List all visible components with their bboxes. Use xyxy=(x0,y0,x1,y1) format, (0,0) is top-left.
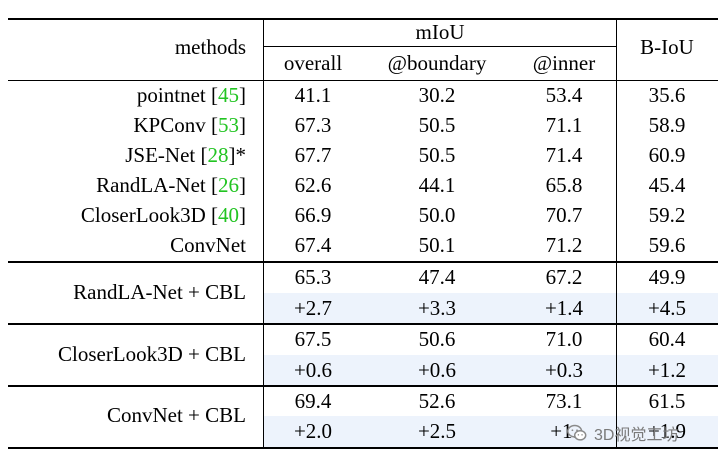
header-miou: mIoU xyxy=(415,20,465,44)
watermark: 3D视觉工坊 xyxy=(566,420,678,446)
bottom-rule xyxy=(8,447,718,449)
overall-value: 67.3 xyxy=(294,113,332,137)
inner-value: 71.2 xyxy=(545,233,583,257)
boundary-delta: +2.5 xyxy=(417,419,457,443)
overall-value: 41.1 xyxy=(294,83,332,107)
overall-value: 67.5 xyxy=(294,327,332,351)
boundary-value: 50.6 xyxy=(418,327,456,351)
cbl-method-name: ConvNet + CBL xyxy=(106,403,246,427)
citation-link[interactable]: 28 xyxy=(207,143,229,167)
group-rule xyxy=(8,261,718,263)
citation-link[interactable]: 45 xyxy=(218,83,239,107)
biou-value: 59.2 xyxy=(648,203,686,227)
boundary-delta: +3.3 xyxy=(417,296,457,320)
biou-value: 49.9 xyxy=(648,265,686,289)
biou-value: 59.6 xyxy=(648,233,686,257)
method-name: ConvNet xyxy=(170,233,246,257)
biou-delta: +1.9 xyxy=(647,419,687,443)
inner-value: 71.0 xyxy=(545,327,583,351)
biou-delta: +1.2 xyxy=(647,358,687,382)
inner-delta: +1. xyxy=(550,419,578,443)
header-inner: @inner xyxy=(532,51,596,75)
boundary-value: 47.4 xyxy=(418,265,456,289)
boundary-value: 30.2 xyxy=(418,83,456,107)
header-biou: B-IoU xyxy=(640,35,694,59)
top-rule xyxy=(8,18,718,20)
citation-link[interactable]: 40 xyxy=(218,203,239,227)
boundary-value: 50.5 xyxy=(418,143,456,167)
overall-value: 65.3 xyxy=(294,265,332,289)
inner-value: 53.4 xyxy=(545,83,583,107)
boundary-value: 52.6 xyxy=(418,389,456,413)
biou-delta: +4.5 xyxy=(647,296,687,320)
vertical-rule xyxy=(616,18,617,449)
overall-delta: +2.0 xyxy=(293,419,333,443)
boundary-delta: +0.6 xyxy=(417,358,457,382)
boundary-value: 50.0 xyxy=(418,203,456,227)
vertical-rule xyxy=(263,18,264,449)
biou-value: 61.5 xyxy=(648,389,686,413)
biou-value: 60.9 xyxy=(648,143,686,167)
inner-delta: +1.4 xyxy=(544,296,584,320)
boundary-value: 50.5 xyxy=(418,113,456,137)
method-name: pointnet [45] xyxy=(136,83,246,107)
header-methods: methods xyxy=(174,35,246,59)
inner-value: 71.1 xyxy=(545,113,583,137)
biou-value: 35.6 xyxy=(648,83,686,107)
overall-value: 67.4 xyxy=(294,233,332,257)
group-rule xyxy=(8,323,718,325)
overall-value: 67.7 xyxy=(294,143,332,167)
inner-value: 67.2 xyxy=(545,265,583,289)
delta-row-highlight xyxy=(264,416,718,447)
watermark-text: 3D视觉工坊 xyxy=(594,427,679,444)
inner-delta: +0.3 xyxy=(544,358,584,382)
delta-row-highlight xyxy=(264,293,718,323)
method-name: KPConv [53] xyxy=(133,113,246,137)
header-rule xyxy=(8,80,718,81)
citation-link[interactable]: 53 xyxy=(218,113,239,137)
boundary-value: 50.1 xyxy=(418,233,456,257)
method-name: CloserLook3D [40] xyxy=(80,203,246,227)
miou-subrule xyxy=(264,46,616,47)
overall-value: 62.6 xyxy=(294,173,332,197)
cbl-method-name: RandLA-Net + CBL xyxy=(73,280,246,304)
biou-value: 60.4 xyxy=(648,327,686,351)
cbl-method-name: CloserLook3D + CBL xyxy=(57,342,246,366)
biou-value: 45.4 xyxy=(648,173,686,197)
delta-row-highlight xyxy=(264,355,718,385)
group-rule xyxy=(8,385,718,387)
method-name: RandLA-Net [26] xyxy=(96,173,246,197)
citation-link[interactable]: 26 xyxy=(218,173,239,197)
overall-delta: +2.7 xyxy=(293,296,333,320)
overall-value: 69.4 xyxy=(294,389,332,413)
method-name: JSE-Net [28]* xyxy=(125,143,246,167)
overall-value: 66.9 xyxy=(294,203,332,227)
inner-value: 70.7 xyxy=(545,203,583,227)
header-overall: overall xyxy=(283,51,343,75)
header-boundary: @boundary xyxy=(387,51,487,75)
inner-value: 65.8 xyxy=(545,173,583,197)
wechat-icon xyxy=(567,424,587,441)
biou-value: 58.9 xyxy=(648,113,686,137)
inner-value: 71.4 xyxy=(545,143,583,167)
boundary-value: 44.1 xyxy=(418,173,456,197)
overall-delta: +0.6 xyxy=(293,358,333,382)
inner-value: 73.1 xyxy=(545,389,583,413)
